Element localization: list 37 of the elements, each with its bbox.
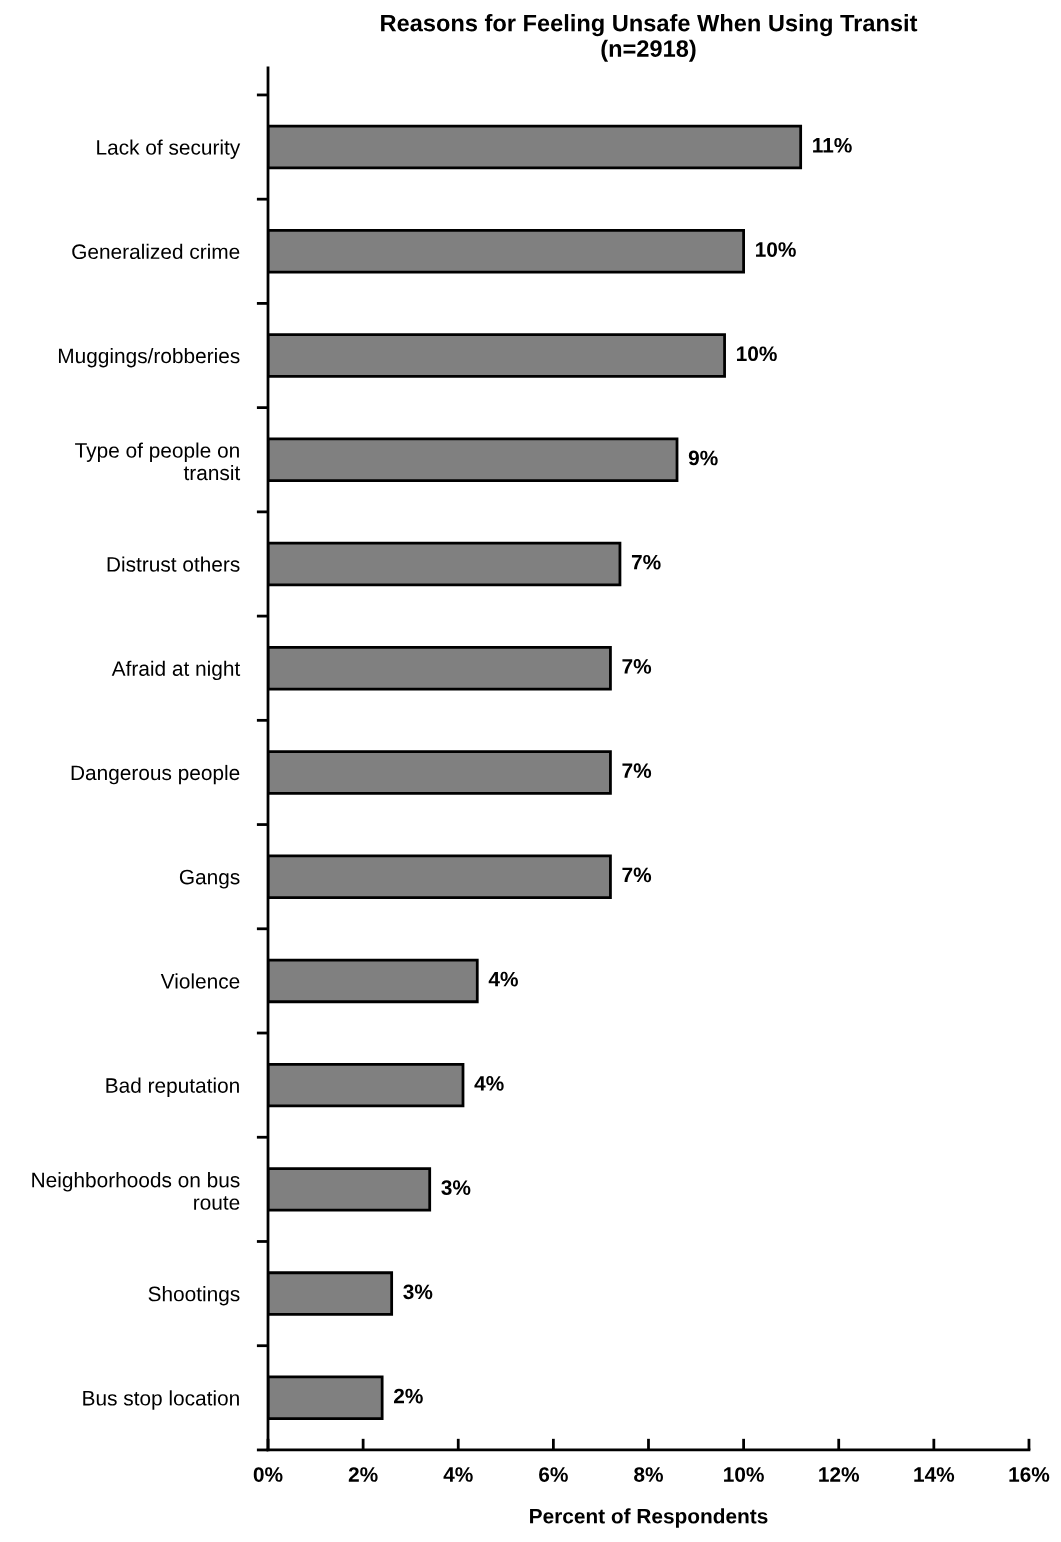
x-tick-label: 14%	[914, 1467, 955, 1482]
y-tick-label: Shootings	[148, 1286, 240, 1306]
data-label: 4%	[474, 1076, 504, 1091]
x-tick-label: 10%	[724, 1467, 764, 1482]
data-label: 11%	[813, 137, 852, 153]
y-tick-label: Violence	[160, 973, 240, 989]
x-axis-title: Percent of Respondents	[530, 1508, 768, 1528]
y-tick-label: Gangs	[179, 869, 240, 889]
x-tick-label: 12%	[819, 1467, 860, 1482]
x-tick-label: 6%	[539, 1467, 568, 1482]
data-label: 10%	[737, 346, 777, 362]
y-tick-label: Dangerous people	[71, 764, 240, 785]
x-tick-label: 16%	[1009, 1467, 1050, 1482]
chart-title: Reasons for Feeling Unsafe When Using Transit (n=2918)	[381, 14, 918, 62]
y-tick-label: Bad reputation	[106, 1077, 239, 1098]
x-tick-label: 2%	[348, 1467, 378, 1482]
data-label: 3%	[403, 1284, 433, 1300]
y-tick-label: Type of people on transit	[75, 442, 241, 481]
x-tick-label: 4%	[443, 1467, 473, 1482]
data-label: 3%	[441, 1180, 471, 1195]
x-tick-label: 8%	[634, 1467, 663, 1482]
y-tick-label: Lack of security	[97, 139, 241, 159]
y-tick-label: Distrust others	[107, 556, 240, 572]
y-tick-label: Afraid at night	[111, 660, 241, 681]
y-tick-label: Muggings/robberies	[58, 347, 240, 368]
data-label: 7%	[622, 867, 652, 883]
y-tick-label: Neighborhoods on bus route	[32, 1172, 240, 1210]
data-label: 4%	[488, 971, 518, 987]
data-label: 7%	[622, 763, 652, 778]
data-label: 7%	[622, 659, 652, 674]
y-tick-label: Generalized crime	[72, 243, 240, 260]
x-tick-label: 0%	[253, 1467, 283, 1482]
data-label: 2%	[393, 1388, 423, 1404]
data-label: 10%	[756, 242, 796, 257]
data-label: 9%	[688, 450, 718, 466]
data-label: 7%	[631, 554, 661, 570]
y-tick-label: Bus stop location	[83, 1390, 239, 1410]
